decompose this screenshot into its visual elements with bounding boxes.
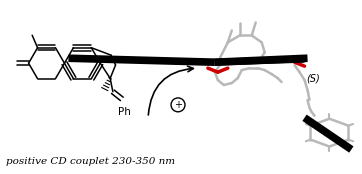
Text: (S): (S) <box>307 73 320 83</box>
Text: positive CD couplet 230-350 nm: positive CD couplet 230-350 nm <box>6 157 175 166</box>
Text: +: + <box>174 100 182 110</box>
Text: Ph: Ph <box>118 107 131 117</box>
